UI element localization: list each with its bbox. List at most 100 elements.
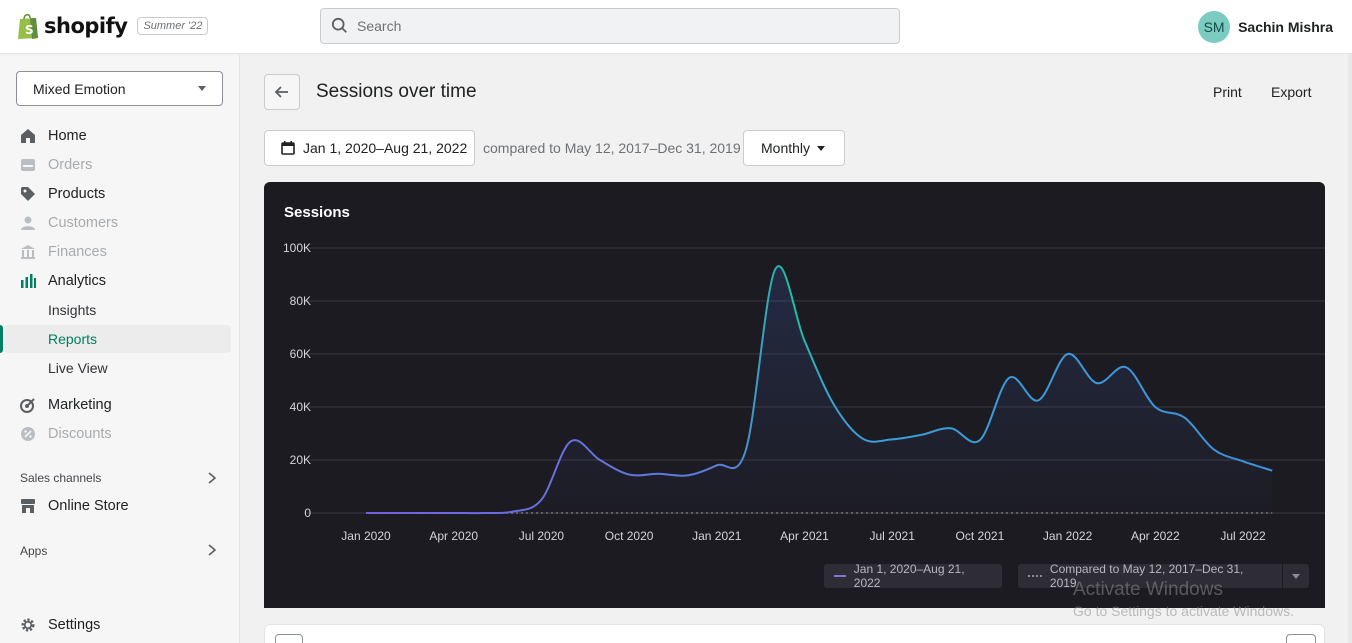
data-point[interactable] bbox=[774, 268, 776, 270]
data-point[interactable] bbox=[1037, 399, 1039, 401]
sidebar-item-home[interactable]: Home bbox=[20, 124, 87, 148]
user-menu[interactable]: SM Sachin Mishra bbox=[1198, 11, 1333, 43]
selected-item-indicator bbox=[0, 325, 3, 353]
sidebar-item-marketing[interactable]: Marketing bbox=[20, 393, 112, 417]
data-point[interactable] bbox=[745, 448, 747, 450]
back-button[interactable] bbox=[264, 74, 300, 110]
data-point[interactable] bbox=[628, 474, 630, 476]
interval-label: Monthly bbox=[761, 140, 811, 156]
legend-current-period[interactable]: Jan 1, 2020–Aug 21, 2022 bbox=[824, 562, 1002, 590]
shopify-logo[interactable]: S shopify Summer '22 bbox=[16, 12, 209, 40]
scrollbar[interactable] bbox=[1348, 54, 1352, 643]
x-tick-label: Apr 2021 bbox=[780, 529, 829, 543]
x-tick-label: Jul 2020 bbox=[519, 529, 565, 543]
sidebar-subitem-insights[interactable]: Insights bbox=[48, 302, 97, 318]
top-bar: S shopify Summer '22 SM Sachin Mishra bbox=[0, 0, 1352, 54]
sales-channels-heading[interactable]: Sales channels bbox=[20, 471, 102, 485]
data-point[interactable] bbox=[950, 427, 952, 429]
sidebar-item-discounts[interactable]: Discounts bbox=[20, 422, 112, 446]
brand-name: shopify bbox=[44, 14, 128, 38]
search-icon bbox=[331, 17, 347, 33]
legend-label: Jan 1, 2020–Aug 21, 2022 bbox=[853, 562, 965, 590]
legend-dropdown-button[interactable] bbox=[1282, 564, 1309, 588]
data-point[interactable] bbox=[833, 403, 835, 405]
chevron-right-icon[interactable] bbox=[207, 544, 217, 556]
data-point[interactable] bbox=[482, 512, 484, 514]
data-point[interactable] bbox=[599, 459, 601, 461]
legend-comparison-period[interactable]: Compared to May 12, 2017–Dec 31, 2019 bbox=[1018, 562, 1282, 590]
filter-icon[interactable] bbox=[275, 634, 303, 643]
arrow-left-icon bbox=[274, 86, 288, 98]
print-button[interactable]: Print bbox=[1213, 84, 1242, 100]
calendar-icon bbox=[281, 141, 295, 155]
apps-heading[interactable]: Apps bbox=[20, 544, 48, 558]
target-icon bbox=[20, 398, 35, 413]
x-tick-label: Jul 2021 bbox=[870, 529, 916, 543]
sidebar-item-orders[interactable]: Orders bbox=[20, 153, 92, 177]
data-point[interactable] bbox=[716, 464, 718, 466]
data-point[interactable] bbox=[804, 340, 806, 342]
page-title: Sessions over time bbox=[316, 81, 477, 102]
store-selector[interactable]: Mixed Emotion bbox=[16, 71, 223, 106]
person-icon bbox=[21, 216, 35, 230]
sidebar-item-customers[interactable]: Customers bbox=[20, 211, 118, 235]
y-tick-label: 40K bbox=[290, 400, 311, 414]
search-input[interactable] bbox=[357, 18, 857, 34]
data-point[interactable] bbox=[1154, 406, 1156, 408]
sidebar-item-products[interactable]: Products bbox=[20, 182, 105, 206]
gear-icon bbox=[21, 618, 35, 632]
store-name: Mixed Emotion bbox=[33, 80, 126, 97]
data-point[interactable] bbox=[1008, 377, 1010, 379]
data-point[interactable] bbox=[657, 473, 659, 475]
sidebar-item-analytics[interactable]: Analytics bbox=[20, 269, 106, 293]
windows-watermark-title: Activate Windows bbox=[1073, 579, 1223, 600]
sidebar-item-label: Discounts bbox=[48, 426, 112, 442]
comparison-period[interactable]: compared to May 12, 2017–Dec 31, 2019 bbox=[483, 140, 741, 156]
data-point[interactable] bbox=[1067, 353, 1069, 355]
data-point[interactable] bbox=[979, 439, 981, 441]
data-point[interactable] bbox=[891, 438, 893, 440]
sidebar-subitem-reports[interactable]: Reports bbox=[48, 331, 98, 347]
data-point[interactable] bbox=[1213, 448, 1215, 450]
interval-selector[interactable]: Monthly bbox=[743, 130, 845, 166]
x-tick-label: Jan 2022 bbox=[1043, 529, 1093, 543]
columns-icon[interactable] bbox=[1286, 634, 1316, 643]
data-point[interactable] bbox=[1125, 366, 1127, 368]
data-point[interactable] bbox=[1271, 470, 1273, 472]
data-point[interactable] bbox=[1184, 417, 1186, 419]
series-area bbox=[366, 266, 1273, 514]
data-point[interactable] bbox=[1242, 460, 1244, 462]
data-point[interactable] bbox=[862, 438, 864, 440]
orders-icon bbox=[21, 159, 35, 171]
y-tick-label: 0 bbox=[304, 506, 311, 520]
sidebar-item-settings[interactable]: Settings bbox=[20, 613, 100, 637]
series-line[interactable] bbox=[366, 265, 1273, 515]
solid-line-icon bbox=[834, 575, 846, 577]
chevron-right-icon[interactable] bbox=[207, 472, 217, 484]
data-point[interactable] bbox=[920, 434, 922, 436]
caret-down-icon bbox=[817, 145, 826, 151]
x-tick-label: Oct 2021 bbox=[956, 529, 1005, 543]
data-point[interactable] bbox=[540, 499, 542, 501]
sidebar-subitem-live-view[interactable]: Live View bbox=[48, 360, 108, 376]
data-point[interactable] bbox=[1096, 382, 1098, 384]
x-tick-label: Apr 2020 bbox=[429, 529, 478, 543]
dotted-line-icon bbox=[1028, 575, 1042, 577]
data-point[interactable] bbox=[423, 512, 425, 514]
search-bar[interactable] bbox=[320, 8, 900, 44]
data-point[interactable] bbox=[365, 512, 367, 514]
date-range-picker[interactable]: Jan 1, 2020–Aug 21, 2022 bbox=[264, 130, 475, 166]
data-point[interactable] bbox=[687, 474, 689, 476]
edition-badge[interactable]: Summer '22 bbox=[137, 17, 209, 35]
data-point[interactable] bbox=[394, 512, 396, 514]
sidebar-item-online-store[interactable]: Online Store bbox=[20, 494, 129, 518]
data-point[interactable] bbox=[570, 440, 572, 442]
user-name: Sachin Mishra bbox=[1238, 19, 1333, 35]
data-point[interactable] bbox=[453, 512, 455, 514]
sidebar-item-finances[interactable]: Finances bbox=[20, 240, 107, 264]
data-point[interactable] bbox=[511, 511, 513, 513]
x-tick-label: Apr 2022 bbox=[1131, 529, 1180, 543]
sidebar-item-label: Products bbox=[48, 186, 106, 202]
sidebar-item-label: Settings bbox=[48, 617, 101, 633]
export-button[interactable]: Export bbox=[1271, 84, 1312, 100]
